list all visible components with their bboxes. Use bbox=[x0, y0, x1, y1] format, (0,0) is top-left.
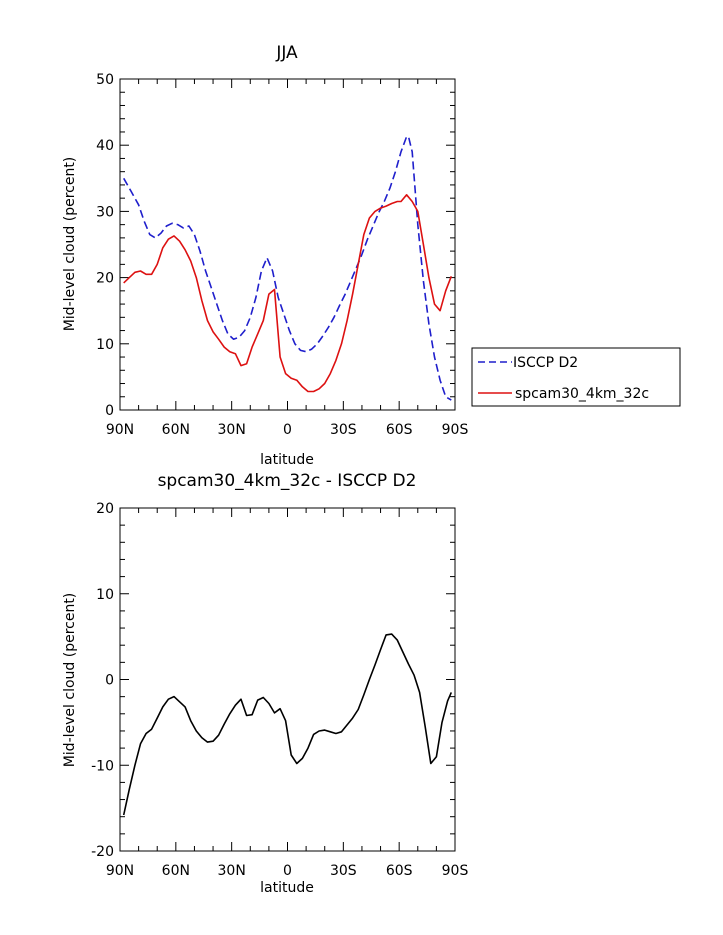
bottom-chart-title: spcam30_4km_32c - ISCCP D2 bbox=[158, 471, 417, 491]
legend-label-spcam: spcam30_4km_32c bbox=[515, 386, 649, 402]
legend: ISCCP D2 spcam30_4km_32c bbox=[471, 347, 681, 407]
top-series-line-0 bbox=[123, 135, 452, 401]
bottom-xtick-label: 90N bbox=[106, 863, 134, 879]
bottom-series-line-0 bbox=[122, 633, 453, 816]
bottom-y-axis: -20 -10 0 10 20 bbox=[91, 501, 455, 860]
top-y-axis-label: Mid-level cloud (percent) bbox=[62, 157, 78, 332]
bottom-chart: spcam30_4km_32c - ISCCP D2 -20 -10 0 10 20 9… bbox=[62, 471, 468, 896]
top-ytick-label: 30 bbox=[96, 204, 114, 220]
top-ytick-label: 0 bbox=[105, 403, 114, 419]
top-chart-title: JJA bbox=[275, 43, 298, 63]
bottom-ytick-label: 0 bbox=[105, 673, 114, 689]
top-ytick-label: 50 bbox=[96, 72, 114, 88]
top-xtick-label: 60N bbox=[162, 422, 190, 438]
top-ytick-label: 40 bbox=[96, 138, 114, 154]
legend-label-isccp: ISCCP D2 bbox=[513, 355, 578, 371]
bottom-xtick-label: 30N bbox=[218, 863, 246, 879]
bottom-y-axis-label: Mid-level cloud (percent) bbox=[62, 593, 78, 768]
bottom-series-lines bbox=[122, 633, 453, 816]
bottom-x-axis-label: latitude bbox=[260, 880, 314, 896]
top-xtick-label: 30S bbox=[330, 422, 357, 438]
top-x-axis: 90N 60N 30N 0 30S 60S 90S bbox=[106, 79, 469, 438]
bottom-ytick-label: -20 bbox=[91, 844, 114, 860]
bottom-xtick-label: 60N bbox=[162, 863, 190, 879]
top-series-lines bbox=[123, 135, 453, 401]
bottom-ytick-label: 20 bbox=[96, 501, 114, 517]
top-x-axis-label: latitude bbox=[260, 452, 314, 468]
bottom-ytick-label: 10 bbox=[96, 587, 114, 603]
top-xtick-label: 60S bbox=[386, 422, 413, 438]
top-ytick-label: 10 bbox=[96, 337, 114, 353]
bottom-xtick-label: 90S bbox=[442, 863, 469, 879]
bottom-ytick-label: -10 bbox=[91, 758, 114, 774]
bottom-plot-frame bbox=[119, 507, 456, 852]
top-xtick-label: 90S bbox=[442, 422, 469, 438]
top-series-line-1 bbox=[123, 194, 453, 393]
top-xtick-label: 0 bbox=[283, 422, 292, 438]
top-xtick-label: 90N bbox=[106, 422, 134, 438]
bottom-xtick-label: 60S bbox=[386, 863, 413, 879]
legend-box bbox=[471, 347, 681, 407]
top-y-axis: 0 10 20 30 40 50 bbox=[96, 72, 455, 419]
top-plot-frame bbox=[119, 78, 456, 411]
top-ytick-label: 20 bbox=[96, 271, 114, 287]
top-chart: JJA 0 10 20 30 40 50 90N 60N 30N 0 30S 60S 90S lati… bbox=[62, 43, 468, 468]
bottom-xtick-label: 0 bbox=[283, 863, 292, 879]
bottom-x-axis: 90N 60N 30N 0 30S 60S 90S bbox=[106, 508, 469, 879]
bottom-xtick-label: 30S bbox=[330, 863, 357, 879]
top-xtick-label: 30N bbox=[218, 422, 246, 438]
